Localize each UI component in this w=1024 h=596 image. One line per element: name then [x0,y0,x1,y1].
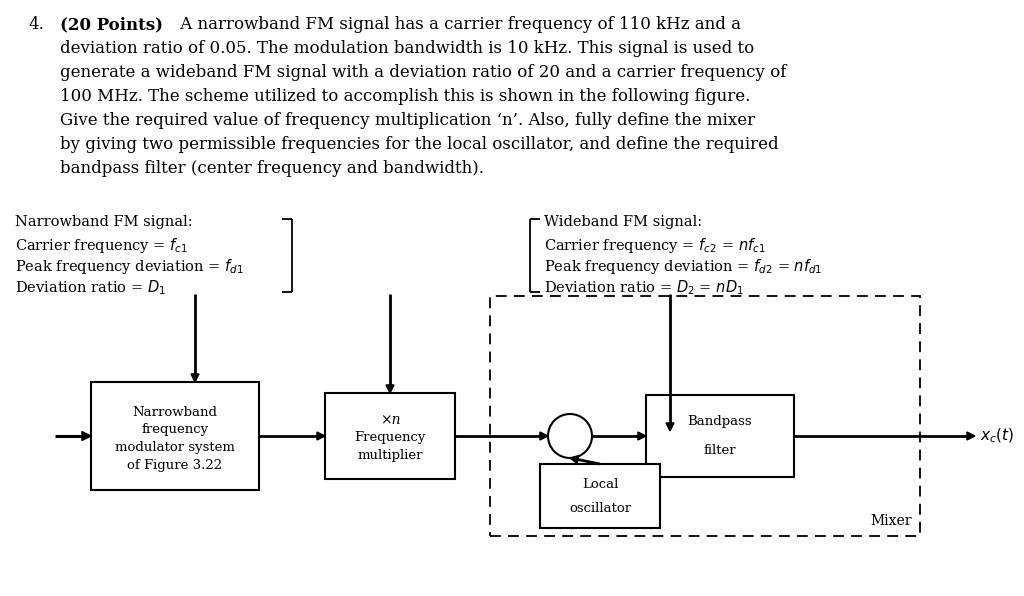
Text: frequency: frequency [141,424,209,436]
Text: multiplier: multiplier [357,449,423,462]
Bar [325,393,455,479]
FancyArrow shape [316,432,325,440]
Bar [646,395,794,477]
FancyArrow shape [386,385,394,393]
Text: generate a wideband FM signal with a deviation ratio of 20 and a carrier frequen: generate a wideband FM signal with a dev… [60,64,786,81]
Text: filter: filter [703,443,736,457]
Text: $x_c(t)$: $x_c(t)$ [980,427,1014,445]
Text: bandpass filter (center frequency and bandwidth).: bandpass filter (center frequency and ba… [60,160,484,177]
Text: Deviation ratio = $D_2$ = $nD_1$: Deviation ratio = $D_2$ = $nD_1$ [544,278,743,297]
Text: Frequency: Frequency [354,432,426,445]
Bar [540,464,660,528]
Text: Peak frequency deviation = $f_{d1}$: Peak frequency deviation = $f_{d1}$ [15,257,244,276]
Text: 100 MHz. The scheme utilized to accomplish this is shown in the following figure: 100 MHz. The scheme utilized to accompli… [60,88,751,105]
Text: A narrowband FM signal has a carrier frequency of 110 kHz and a: A narrowband FM signal has a carrier fre… [175,16,741,33]
FancyArrow shape [967,432,975,440]
FancyArrow shape [540,432,548,440]
FancyArrow shape [191,374,199,382]
Text: ×n: ×n [380,413,400,427]
FancyArrow shape [82,432,91,440]
Text: Bandpass: Bandpass [688,415,753,429]
Text: Local: Local [582,477,618,491]
Text: (20 Points): (20 Points) [60,16,163,33]
Text: 4.: 4. [28,16,44,33]
FancyArrow shape [666,423,674,431]
FancyArrow shape [638,432,646,440]
Text: Carrier frequency = $f_{c1}$: Carrier frequency = $f_{c1}$ [15,236,188,255]
Circle shape [548,414,592,458]
Text: Carrier frequency = $f_{c2}$ = $nf_{c1}$: Carrier frequency = $f_{c2}$ = $nf_{c1}$ [544,236,766,255]
FancyArrow shape [570,456,579,464]
Text: deviation ratio of 0.05. The modulation bandwidth is 10 kHz. This signal is used: deviation ratio of 0.05. The modulation … [60,40,755,57]
Text: by giving two permissible frequencies for the local oscillator, and define the r: by giving two permissible frequencies fo… [60,136,778,153]
Text: Deviation ratio = $D_1$: Deviation ratio = $D_1$ [15,278,166,297]
Text: Mixer: Mixer [870,514,912,528]
Text: X: X [565,429,574,443]
Text: Peak frequency deviation = $f_{d2}$ = $nf_{d1}$: Peak frequency deviation = $f_{d2}$ = $n… [544,257,822,276]
Bar [490,296,920,536]
Bar [91,382,259,490]
Text: modulator system: modulator system [115,442,234,455]
Text: Give the required value of frequency multiplication ‘n’. Also, fully define the : Give the required value of frequency mul… [60,112,755,129]
Text: oscillator: oscillator [569,501,631,514]
Text: Wideband FM signal:: Wideband FM signal: [544,215,702,229]
Text: of Figure 3.22: of Figure 3.22 [127,460,222,473]
Text: Narrowband FM signal:: Narrowband FM signal: [15,215,193,229]
Text: Narrowband: Narrowband [132,405,217,418]
